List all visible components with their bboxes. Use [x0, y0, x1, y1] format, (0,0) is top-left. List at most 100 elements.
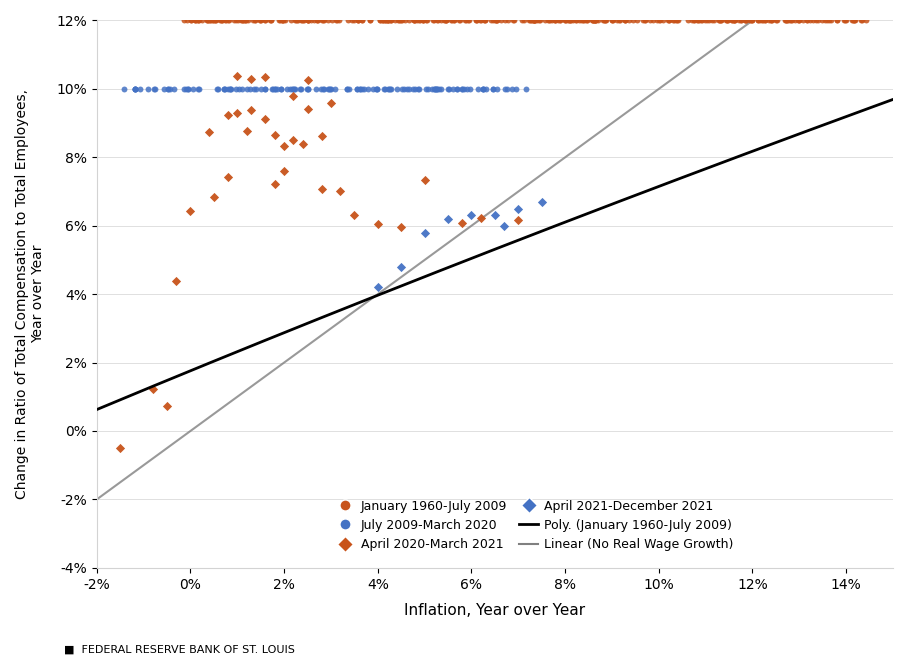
Point [751, 15, 765, 26]
Point [401, 84, 416, 94]
Point [221, 109, 235, 120]
Point [248, 15, 262, 26]
Point [267, 84, 281, 94]
Point [277, 165, 291, 176]
Point [646, 15, 660, 26]
Point [437, 15, 451, 26]
Point [248, 84, 262, 94]
Point [381, 15, 396, 26]
Point [394, 262, 409, 272]
Point [222, 15, 236, 26]
Point [527, 15, 541, 26]
Point [370, 84, 385, 94]
Point [505, 84, 519, 94]
Point [340, 15, 355, 26]
Point [486, 84, 500, 94]
Point [563, 15, 577, 26]
Point [380, 15, 395, 26]
Point [762, 15, 776, 26]
Point [548, 15, 562, 26]
Point [202, 127, 216, 137]
Point [352, 84, 367, 94]
Point [410, 15, 424, 26]
Point [489, 15, 503, 26]
Point [412, 15, 427, 26]
Point [195, 15, 210, 26]
Point [662, 15, 676, 26]
Point [222, 84, 237, 94]
Point [780, 15, 794, 26]
Point [587, 15, 602, 26]
Point [469, 15, 483, 26]
Point [642, 15, 656, 26]
Point [511, 204, 526, 214]
Point [240, 126, 254, 136]
Point [743, 15, 757, 26]
Point [792, 15, 806, 26]
Point [218, 15, 232, 26]
Point [161, 84, 175, 94]
Point [758, 15, 773, 26]
Point [239, 15, 253, 26]
Point [214, 15, 229, 26]
Point [429, 84, 443, 94]
Point [370, 84, 385, 94]
Point [451, 15, 466, 26]
Point [613, 15, 627, 26]
Point [274, 84, 289, 94]
Point [453, 15, 468, 26]
Point [533, 15, 548, 26]
Point [211, 84, 225, 94]
Point [280, 84, 294, 94]
Point [622, 15, 637, 26]
Point [440, 84, 455, 94]
Point [670, 15, 685, 26]
Point [830, 15, 844, 26]
Point [605, 15, 619, 26]
Point [286, 135, 301, 146]
Point [725, 15, 740, 26]
Point [719, 15, 734, 26]
Point [221, 15, 235, 26]
Point [200, 15, 214, 26]
Point [212, 15, 227, 26]
Point [181, 84, 195, 94]
Point [301, 84, 315, 94]
Point [477, 15, 491, 26]
Point [229, 15, 243, 26]
Point [145, 384, 160, 395]
Point [638, 15, 653, 26]
Point [576, 15, 590, 26]
Point [241, 15, 255, 26]
Point [375, 15, 390, 26]
Point [548, 15, 563, 26]
Point [295, 15, 310, 26]
Point [720, 15, 735, 26]
Point [393, 15, 408, 26]
Point [597, 15, 612, 26]
Point [200, 15, 214, 26]
Point [219, 15, 233, 26]
Point [283, 15, 298, 26]
Point [449, 84, 464, 94]
Point [457, 84, 471, 94]
Point [822, 15, 836, 26]
Point [296, 15, 311, 26]
Point [737, 15, 752, 26]
Point [180, 15, 194, 26]
Point [764, 15, 778, 26]
Point [846, 15, 861, 26]
Point [738, 15, 753, 26]
Point [671, 15, 686, 26]
Point [419, 15, 433, 26]
Point [830, 15, 844, 26]
Point [439, 15, 453, 26]
Point [271, 15, 286, 26]
Point [278, 15, 292, 26]
Point [486, 84, 500, 94]
Point [656, 15, 670, 26]
Point [304, 15, 319, 26]
Point [395, 15, 410, 26]
Point [727, 15, 742, 26]
Point [309, 84, 323, 94]
